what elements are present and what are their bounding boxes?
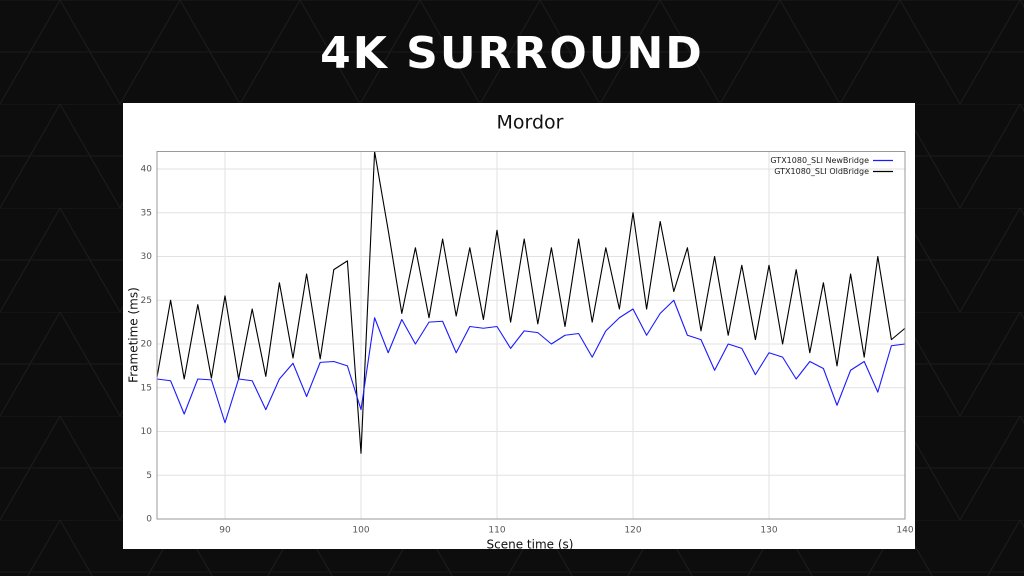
y-tick-label: 20 bbox=[141, 340, 153, 350]
slide-title: 4K SURROUND bbox=[320, 28, 704, 79]
x-axis-label: Scene time (s) bbox=[487, 538, 574, 552]
y-tick-label: 25 bbox=[141, 296, 152, 306]
x-tick-label: 140 bbox=[896, 526, 913, 536]
series-line bbox=[156, 299, 906, 424]
chart-title: Mordor bbox=[497, 112, 564, 134]
y-tick-label: 5 bbox=[146, 471, 152, 481]
y-tick-label: 0 bbox=[146, 515, 152, 525]
x-tick-label: 130 bbox=[760, 526, 777, 536]
plot-frame bbox=[156, 151, 906, 520]
series-line bbox=[156, 150, 906, 454]
y-axis-label: Frametime (ms) bbox=[127, 287, 141, 383]
legend-label: GTX1080_SLI NewBridge bbox=[770, 156, 869, 165]
legend-label: GTX1080_SLI OldBridge bbox=[774, 167, 869, 176]
y-tick-label: 35 bbox=[141, 208, 152, 218]
plot: 0 5 10 15 20 25 30 35 40 90 100 110 120 130 140 GTX1080… bbox=[141, 150, 914, 536]
y-tick-label: 40 bbox=[141, 165, 153, 175]
x-tick-label: 90 bbox=[219, 526, 231, 536]
y-tick-label: 15 bbox=[141, 383, 152, 393]
x-tick-label: 110 bbox=[488, 526, 505, 536]
y-tick-label: 30 bbox=[141, 252, 153, 262]
plot-area bbox=[156, 151, 906, 520]
x-tick-label: 120 bbox=[624, 526, 641, 536]
x-tick-label: 100 bbox=[352, 526, 369, 536]
y-tick-label: 10 bbox=[141, 427, 153, 437]
